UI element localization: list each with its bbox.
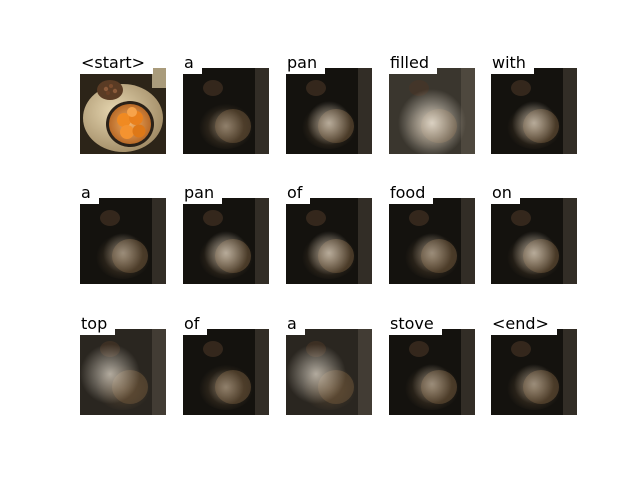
caption-word: stove bbox=[389, 313, 442, 335]
attention-step: pan bbox=[286, 52, 372, 154]
attention-map bbox=[183, 198, 269, 284]
attention-map bbox=[286, 329, 372, 415]
caption-word: pan bbox=[183, 182, 223, 204]
attention-step: <start> bbox=[80, 52, 166, 154]
attention-step: food bbox=[389, 182, 475, 284]
caption-word: <end> bbox=[491, 313, 557, 335]
caption-word: pan bbox=[286, 52, 326, 74]
caption-word: a bbox=[183, 52, 202, 74]
attention-map bbox=[286, 68, 372, 154]
caption-word: food bbox=[389, 182, 434, 204]
attention-step: of bbox=[183, 313, 269, 415]
caption-word: of bbox=[183, 313, 208, 335]
attention-step: with bbox=[491, 52, 577, 154]
attention-step: a bbox=[286, 313, 372, 415]
caption-word: a bbox=[80, 182, 99, 204]
caption-word: top bbox=[80, 313, 116, 335]
caption-word: on bbox=[491, 182, 520, 204]
attention-map bbox=[80, 198, 166, 284]
attention-step: <end> bbox=[491, 313, 577, 415]
source-image bbox=[80, 68, 166, 154]
attention-step: pan bbox=[183, 182, 269, 284]
attention-step: on bbox=[491, 182, 577, 284]
attention-map bbox=[389, 198, 475, 284]
attention-map bbox=[183, 329, 269, 415]
attention-step: top bbox=[80, 313, 166, 415]
attention-map bbox=[491, 198, 577, 284]
attention-step: filled bbox=[389, 52, 475, 154]
attention-step: stove bbox=[389, 313, 475, 415]
attention-map bbox=[491, 68, 577, 154]
caption-word: of bbox=[286, 182, 311, 204]
caption-word: with bbox=[491, 52, 534, 74]
attention-map bbox=[80, 329, 166, 415]
caption-word: a bbox=[286, 313, 305, 335]
attention-step: a bbox=[183, 52, 269, 154]
attention-step: a bbox=[80, 182, 166, 284]
attention-map bbox=[183, 68, 269, 154]
attention-map bbox=[491, 329, 577, 415]
attention-map bbox=[389, 329, 475, 415]
caption-word: <start> bbox=[80, 52, 154, 74]
attention-map bbox=[389, 68, 475, 154]
attention-step: of bbox=[286, 182, 372, 284]
attention-map bbox=[286, 198, 372, 284]
caption-word: filled bbox=[389, 52, 437, 74]
